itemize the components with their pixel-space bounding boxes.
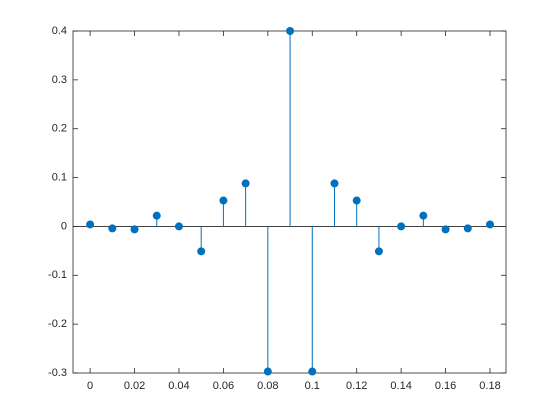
stem-marker	[219, 196, 228, 205]
x-tick-label: 0.08	[257, 380, 278, 392]
stem-marker	[330, 179, 339, 188]
stem-marker	[86, 220, 95, 229]
y-tick-label: 0.3	[52, 74, 67, 86]
stem-marker	[463, 224, 472, 233]
stem-marker	[241, 179, 250, 188]
plot-area	[72, 30, 507, 374]
x-tick-label: 0	[87, 380, 93, 392]
stem-marker	[397, 222, 406, 231]
x-tick-label: 0.12	[346, 380, 367, 392]
stem-marker	[174, 222, 183, 231]
x-tick-label: 0.14	[390, 380, 411, 392]
y-tick-label: -0.2	[48, 318, 67, 330]
stem-marker	[308, 367, 317, 376]
x-tick-label: 0.1	[305, 380, 320, 392]
stem-marker	[152, 211, 161, 220]
x-tick-label: 0.04	[168, 380, 189, 392]
stem-marker	[352, 196, 361, 205]
stem-marker	[486, 220, 495, 229]
x-tick-label: 0.16	[435, 380, 456, 392]
y-tick-label: 0.1	[52, 171, 67, 183]
x-tick-label: 0.18	[479, 380, 500, 392]
stem-marker	[374, 247, 383, 256]
stem-marker	[197, 247, 206, 256]
y-tick-label: 0.2	[52, 123, 67, 135]
stem-marker	[263, 367, 272, 376]
stem-marker	[130, 225, 139, 234]
x-tick-label: 0.06	[213, 380, 234, 392]
x-tick-label: 0.02	[124, 380, 145, 392]
stem-marker	[441, 225, 450, 234]
y-tick-label: -0.3	[48, 367, 67, 379]
stem-marker	[419, 211, 428, 220]
y-tick-label: -0.1	[48, 269, 67, 281]
y-tick-label: 0.4	[52, 25, 67, 37]
stem-marker	[286, 27, 295, 35]
y-tick-label: 0	[61, 220, 67, 232]
stem-marker	[108, 224, 117, 233]
